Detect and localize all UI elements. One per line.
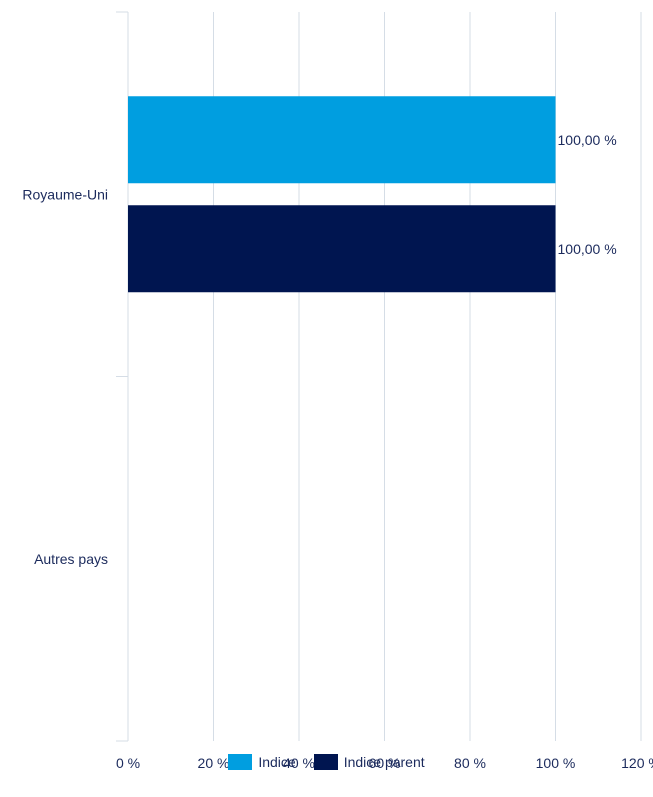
legend-item-indice[interactable]: Indice	[228, 754, 296, 770]
category-label: Autres pays	[34, 551, 108, 567]
x-tick-label: 100 %	[536, 755, 576, 771]
x-tick-label: 40 %	[283, 755, 315, 771]
legend-label-indice: Indice	[258, 754, 296, 770]
legend-swatch-indice	[228, 754, 253, 770]
x-tick-label: 0 %	[116, 755, 140, 771]
x-tick-label: 60 %	[369, 755, 401, 771]
bar	[128, 205, 556, 293]
legend: Indice Indice parent	[0, 751, 653, 773]
legend-item-indice-parent[interactable]: Indice parent	[313, 754, 425, 770]
legend-label-indice-parent: Indice parent	[343, 754, 425, 770]
category-label: Royaume-Uni	[22, 186, 108, 202]
bars	[128, 96, 556, 293]
data-label: 100,00 %	[558, 132, 617, 148]
labels: 0 % 20 % 40 % 60 % 80 % 100 % 120 % Royaume-Uni…	[22, 132, 653, 771]
x-tick-label: 120 %	[621, 755, 653, 771]
data-label: 100,00 %	[558, 241, 617, 257]
x-tick-label: 80 %	[454, 755, 486, 771]
y-axis	[116, 11, 129, 742]
bar	[128, 96, 556, 184]
legend-swatch-indice-parent	[313, 754, 338, 770]
x-tick-label: 20 %	[198, 755, 230, 771]
